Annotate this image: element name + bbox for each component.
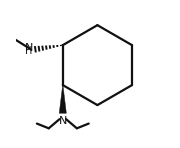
Polygon shape xyxy=(59,85,66,113)
Text: N: N xyxy=(24,43,33,53)
Text: N: N xyxy=(59,116,67,126)
Text: H: H xyxy=(25,46,33,56)
